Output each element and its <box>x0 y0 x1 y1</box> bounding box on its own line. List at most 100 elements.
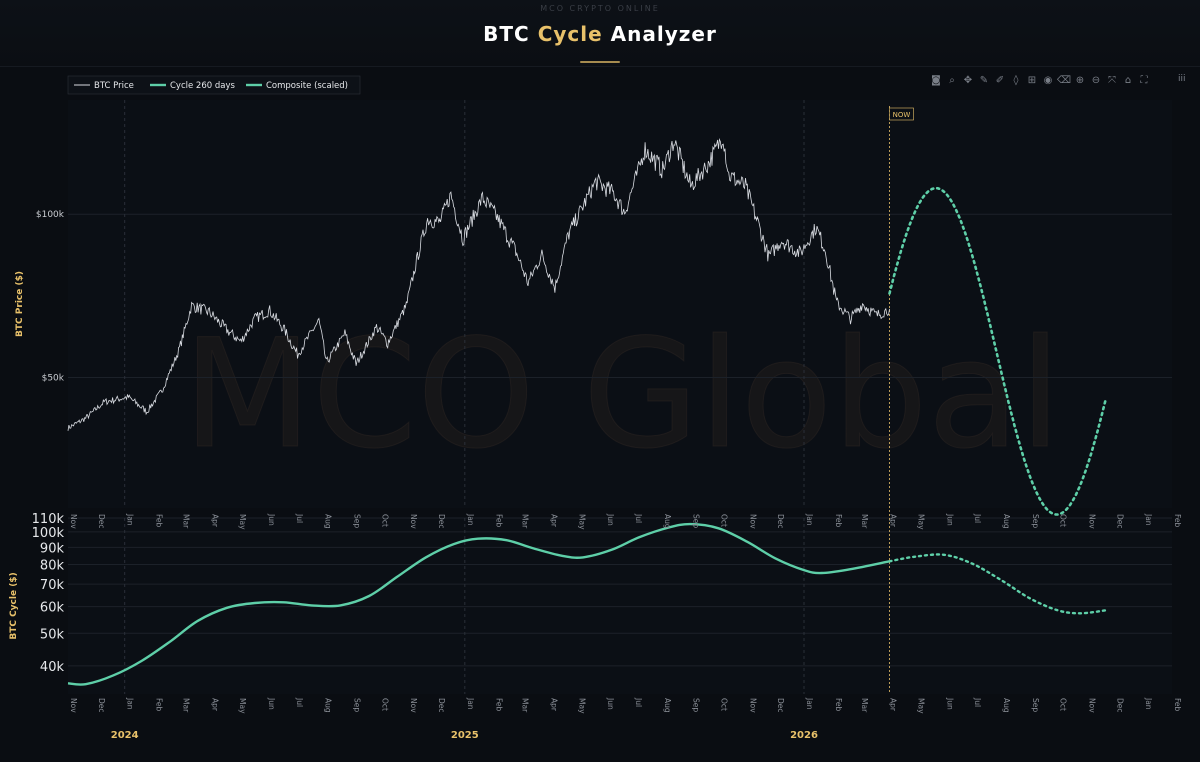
price-y-tick: $50k <box>42 373 65 383</box>
reset-axes-icon[interactable]: ⛶ <box>1140 75 1148 86</box>
price-x-tick: Dec <box>776 514 785 529</box>
price-x-tick: Sep <box>692 514 701 528</box>
zoom-icon[interactable]: ⌕ <box>949 75 955 86</box>
price-x-tick: Nov <box>1088 514 1097 529</box>
cycle-x-tick: Dec <box>776 698 785 713</box>
legend-entry[interactable]: Composite (scaled) <box>266 81 348 91</box>
legend: BTC Price Cycle 260 days Composite (scaled… <box>67 75 361 95</box>
title-analyzer: Analyzer <box>610 22 717 46</box>
price-x-tick: Jan <box>1144 513 1153 526</box>
price-x-tick: Feb <box>154 514 163 528</box>
price-x-tick: May <box>917 514 926 530</box>
price-y-axis-title: BTC Price ($) <box>15 271 25 337</box>
price-x-tick: Jan <box>805 513 814 526</box>
price-x-tick: Dec <box>1115 514 1124 529</box>
price-x-tick: Aug <box>324 514 333 529</box>
price-x-tick: Jun <box>945 513 954 526</box>
title-underline <box>580 61 620 63</box>
cycle-x-tick: Aug <box>324 698 333 713</box>
year-label: 2025 <box>451 730 479 741</box>
price-x-tick: Jan <box>466 513 475 526</box>
cycle-x-tick: Sep <box>352 698 361 712</box>
zoom-out-icon[interactable]: ⊖ <box>1091 75 1101 86</box>
price-x-tick: Jun <box>267 513 276 526</box>
draw-line-icon[interactable]: ✎ <box>979 75 989 86</box>
cycle-x-tick: May <box>577 698 586 714</box>
series-cycle-forecast[interactable] <box>888 186 1108 516</box>
cycle-x-tick: Sep <box>692 698 701 712</box>
draw-freeform-icon[interactable]: ✐ <box>995 75 1005 86</box>
series-composite[interactable] <box>67 522 890 686</box>
price-x-tick: Jul <box>634 513 643 523</box>
series-composite-forecast[interactable] <box>888 553 1108 615</box>
price-x-tick: Apr <box>549 514 558 528</box>
autoscale-icon[interactable]: ⤧ <box>1108 75 1116 86</box>
cycle-x-tick: Jun <box>267 697 276 710</box>
price-x-tick: Nov <box>69 514 78 529</box>
cycle-y-tick: 110k <box>32 512 65 527</box>
price-x-tick: Feb <box>834 514 843 528</box>
cycle-x-tick: Mar <box>521 698 530 713</box>
cycle-x-tick: May <box>917 698 926 714</box>
cycle-x-tick: Feb <box>1173 698 1182 712</box>
price-x-tick: Oct <box>720 514 729 527</box>
cycle-x-tick: Dec <box>1115 698 1124 713</box>
cycle-x-tick: May <box>238 698 247 714</box>
cycle-x-tick: Feb <box>834 698 843 712</box>
title-cycle: Cycle <box>537 22 603 46</box>
price-x-tick: Dec <box>437 514 446 529</box>
home-icon[interactable]: ⌂ <box>1124 75 1132 86</box>
draw-shape-icon[interactable]: ◊ <box>1013 75 1019 86</box>
cycle-x-tick: Jan <box>466 697 475 710</box>
cycle-y-tick: 70k <box>40 578 65 593</box>
cycle-x-tick: Jan <box>126 697 135 710</box>
cycle-x-tick: Jun <box>945 697 954 710</box>
price-x-tick: Apr <box>889 514 898 528</box>
year-label: 2026 <box>790 730 818 741</box>
cycle-y-tick: 80k <box>40 559 65 574</box>
price-y-tick: $100k <box>36 210 65 220</box>
cycle-y-axis-title: BTC Cycle ($) <box>9 572 19 639</box>
price-plot-area[interactable] <box>68 100 1172 508</box>
price-x-tick: Aug <box>663 514 672 529</box>
price-x-tick: Jul <box>973 513 982 523</box>
legend-entry[interactable]: Cycle 260 days <box>170 81 235 91</box>
series-btc-price[interactable] <box>67 137 890 431</box>
price-x-tick: Mar <box>521 514 530 529</box>
cycle-x-tick: Dec <box>97 698 106 713</box>
cycle-x-tick: Jan <box>1144 697 1153 710</box>
erase-icon[interactable]: ⌫ <box>1056 75 1072 86</box>
pan-icon[interactable]: ✥ <box>963 75 973 86</box>
cycle-y-tick: 40k <box>40 660 65 675</box>
cycle-y-tick: 100k <box>32 526 65 541</box>
watermark: MCO Global <box>183 308 1061 482</box>
price-x-tick: Jun <box>606 513 615 526</box>
app-header: MCO CRYPTO ONLINE BTC Cycle Analyzer <box>0 0 1200 67</box>
cycle-x-tick: Aug <box>663 698 672 713</box>
cycle-x-tick: Nov <box>69 698 78 713</box>
year-label: 2024 <box>111 730 139 741</box>
cycle-x-tick: Apr <box>210 698 219 712</box>
camera-icon[interactable]: ◙ <box>931 75 941 86</box>
cycle-x-tick: Mar <box>860 698 869 713</box>
price-x-tick: Dec <box>97 514 106 529</box>
eye-icon[interactable]: ◉ <box>1043 75 1053 86</box>
add-shape-icon[interactable]: ⊞ <box>1027 75 1037 86</box>
cycle-x-tick: Nov <box>409 698 418 713</box>
zoom-in-icon[interactable]: ⊕ <box>1075 75 1085 86</box>
price-x-tick: Jan <box>126 513 135 526</box>
cycle-x-tick: Feb <box>154 698 163 712</box>
cycle-x-tick: Oct <box>380 698 389 711</box>
plotly-logo-icon[interactable]: iii <box>1178 74 1186 84</box>
price-x-tick: Sep <box>1031 514 1040 528</box>
price-x-tick: Jul <box>295 513 304 523</box>
cycle-x-tick: Feb <box>495 698 504 712</box>
now-badge <box>889 107 914 121</box>
price-x-tick: Aug <box>1002 514 1011 529</box>
legend-entry[interactable]: BTC Price <box>94 81 134 91</box>
cycle-y-tick: 50k <box>40 627 65 642</box>
cycle-x-tick: Jan <box>805 697 814 710</box>
cycle-x-tick: Apr <box>889 698 898 712</box>
price-x-tick: May <box>238 514 247 530</box>
legend-box <box>67 75 361 95</box>
